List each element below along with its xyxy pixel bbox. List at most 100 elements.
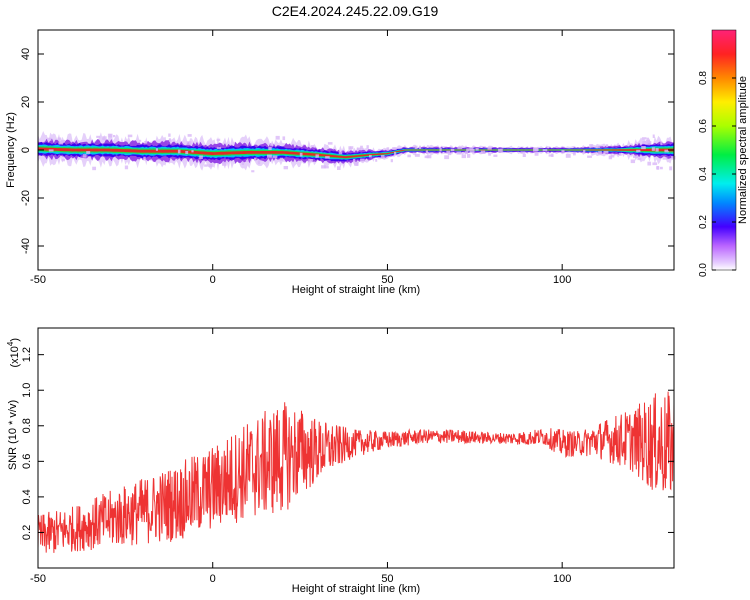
- spectral-speckle: [208, 164, 213, 168]
- spectral-speckle: [633, 155, 638, 159]
- spectral-speckle: [268, 147, 272, 151]
- spectral-speckle: [241, 161, 245, 166]
- spectral-speckle: [630, 159, 636, 164]
- spectral-band-layer: [38, 142, 674, 162]
- y-multiplier-close: ): [9, 338, 21, 342]
- spectral-speckle: [245, 159, 249, 162]
- spectral-speckle: [216, 146, 222, 149]
- spectral-speckle: [369, 154, 372, 158]
- spectral-speckle: [144, 141, 148, 144]
- spectral-speckle: [548, 154, 554, 157]
- spectral-speckle: [520, 151, 526, 154]
- bottom-y-tick-label: 0.8: [21, 418, 33, 433]
- spectral-speckle: [324, 166, 329, 169]
- spectral-speckle: [456, 151, 462, 155]
- bottom-x-tick-label: -50: [30, 573, 46, 585]
- top-y-tick-label: -40: [20, 238, 32, 254]
- spectral-speckle: [646, 137, 649, 141]
- spectral-speckle: [386, 147, 390, 151]
- figure-title: C2E4.2024.245.22.09.G19: [272, 3, 439, 19]
- spectral-speckle: [299, 152, 303, 157]
- spectral-speckle: [619, 152, 622, 156]
- spectral-speckle: [464, 151, 469, 154]
- spectral-speckle: [414, 145, 418, 150]
- spectral-speckle: [603, 150, 609, 154]
- spectral-speckle: [282, 136, 286, 141]
- top-y-tick-label: -20: [20, 190, 32, 206]
- spectral-speckle: [651, 147, 655, 151]
- spectral-speckle: [392, 147, 397, 150]
- bottom-x-ticks: -50 0 50 100: [30, 328, 571, 585]
- spectral-speckle: [143, 156, 146, 161]
- bottom-x-tick-label: 50: [381, 573, 393, 585]
- spectral-speckle: [469, 148, 475, 153]
- spectral-speckle: [47, 137, 52, 141]
- spectral-speckle: [168, 133, 171, 137]
- spectral-speckle: [656, 166, 660, 170]
- spectral-speckle: [493, 154, 498, 157]
- spectral-speckle: [216, 138, 221, 142]
- spectral-speckle: [533, 147, 538, 152]
- spectral-speckle: [589, 144, 593, 148]
- bottom-y-tick-label: 0.6: [21, 454, 33, 469]
- top-x-axis-label: Height of straight line (km): [292, 284, 420, 296]
- spectral-speckle: [375, 158, 378, 162]
- y-multiplier-exponent: 4: [6, 341, 15, 346]
- spectral-speckle: [466, 148, 470, 152]
- spectral-speckle: [283, 166, 289, 170]
- spectral-speckle: [595, 145, 600, 149]
- top-x-tick-label: 100: [553, 274, 571, 286]
- spectral-speckle: [608, 155, 613, 160]
- bottom-y-tick-label: 0.4: [21, 489, 33, 504]
- spectral-speckle: [446, 150, 451, 154]
- colorbar: 0.0 0.2 0.4 0.6 0.8 Normalized spectral ampl…: [698, 29, 749, 277]
- spectral-speckle: [444, 155, 450, 160]
- spectral-speckle: [187, 134, 192, 137]
- spectral-speckle: [185, 151, 189, 155]
- svg-text:(x104): (x104): [6, 338, 21, 368]
- spectral-speckle: [606, 144, 609, 148]
- spectral-speckle: [394, 151, 397, 156]
- spectral-speckle: [390, 159, 393, 163]
- spectral-speckle: [655, 148, 659, 152]
- spectral-speckle: [279, 157, 284, 161]
- spectral-band-layer: [38, 147, 674, 159]
- bottom-y-tick-label: 1.0: [21, 383, 33, 398]
- colorbar-gradient: [711, 29, 737, 271]
- spectral-speckle: [352, 159, 356, 162]
- spectral-speckle: [641, 146, 646, 150]
- bottom-x-axis-label: Height of straight line (km): [292, 583, 420, 595]
- spectral-speckle: [360, 145, 363, 150]
- spectral-speckle: [450, 148, 455, 152]
- spectral-speckle: [325, 156, 330, 159]
- top-y-tick-label: 20: [20, 96, 32, 108]
- spectral-speckle: [652, 134, 655, 138]
- snr-frame: [37, 327, 675, 569]
- spectral-speckle: [254, 157, 257, 161]
- top-y-ticks: -40 -20 0 20 40: [20, 48, 674, 254]
- spectral-speckle: [61, 139, 66, 143]
- spectral-speckle: [204, 164, 208, 167]
- top-x-tick-label: 0: [210, 274, 216, 286]
- spectral-speckle: [425, 150, 428, 155]
- spectral-speckle: [646, 141, 652, 145]
- spectral-ridge: [38, 131, 676, 173]
- bottom-y-tick-label: 1.2: [21, 347, 33, 362]
- spectral-speckle: [565, 153, 571, 158]
- spectral-speckle: [551, 153, 554, 157]
- spectral-speckle: [113, 135, 116, 138]
- bottom-y-ticks: 0.2 0.4 0.6 0.8 1.0 1.2: [21, 347, 674, 540]
- spectral-speckle: [348, 146, 354, 150]
- spectral-speckle: [636, 149, 641, 153]
- spectral-speckle: [669, 166, 673, 171]
- spectral-speckle: [671, 155, 676, 160]
- spectral-speckle: [475, 148, 479, 151]
- spectral-speckle: [647, 161, 652, 166]
- y-multiplier-base: (x10: [9, 346, 21, 367]
- spectral-speckle: [447, 152, 451, 156]
- bottom-x-tick-label: 0: [210, 573, 216, 585]
- spectral-speckle: [107, 133, 113, 138]
- spectral-speckle: [275, 135, 280, 140]
- spectrogram-panel: -50 0 50 100 -40 -20 0 20 40 Height of straight…: [5, 29, 676, 296]
- spectral-speckle: [337, 166, 341, 170]
